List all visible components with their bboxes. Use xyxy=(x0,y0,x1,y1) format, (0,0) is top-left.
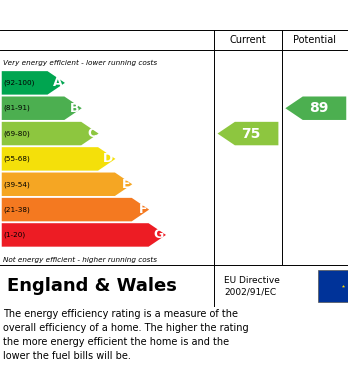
Text: (92-100): (92-100) xyxy=(3,80,35,86)
Polygon shape xyxy=(2,71,65,95)
Text: The energy efficiency rating is a measure of the
overall efficiency of a home. T: The energy efficiency rating is a measur… xyxy=(3,309,249,361)
Text: Very energy efficient - lower running costs: Very energy efficient - lower running co… xyxy=(3,59,158,66)
Text: (39-54): (39-54) xyxy=(3,181,30,188)
Text: (21-38): (21-38) xyxy=(3,206,30,213)
Text: B: B xyxy=(70,102,80,115)
Text: 75: 75 xyxy=(241,127,260,141)
Text: (55-68): (55-68) xyxy=(3,156,30,162)
Text: D: D xyxy=(103,152,113,165)
Text: Not energy efficient - higher running costs: Not energy efficient - higher running co… xyxy=(3,256,158,263)
Text: Energy Efficiency Rating: Energy Efficiency Rating xyxy=(10,7,232,23)
Text: C: C xyxy=(87,127,96,140)
Polygon shape xyxy=(2,97,82,120)
Text: E: E xyxy=(122,178,130,191)
FancyBboxPatch shape xyxy=(318,270,348,302)
Text: G: G xyxy=(153,228,164,241)
Polygon shape xyxy=(218,122,278,145)
Polygon shape xyxy=(2,172,132,196)
Text: EU Directive
2002/91/EC: EU Directive 2002/91/EC xyxy=(224,276,280,296)
Polygon shape xyxy=(2,223,166,247)
Text: F: F xyxy=(139,203,147,216)
Text: England & Wales: England & Wales xyxy=(7,277,177,295)
Text: (81-91): (81-91) xyxy=(3,105,30,111)
Polygon shape xyxy=(2,198,149,221)
Text: (69-80): (69-80) xyxy=(3,130,30,137)
Polygon shape xyxy=(2,147,116,170)
Text: 89: 89 xyxy=(309,101,328,115)
Text: Potential: Potential xyxy=(293,35,337,45)
Text: (1-20): (1-20) xyxy=(3,232,26,238)
Polygon shape xyxy=(2,122,98,145)
Text: Current: Current xyxy=(230,35,266,45)
Polygon shape xyxy=(285,97,346,120)
Text: A: A xyxy=(53,76,63,90)
